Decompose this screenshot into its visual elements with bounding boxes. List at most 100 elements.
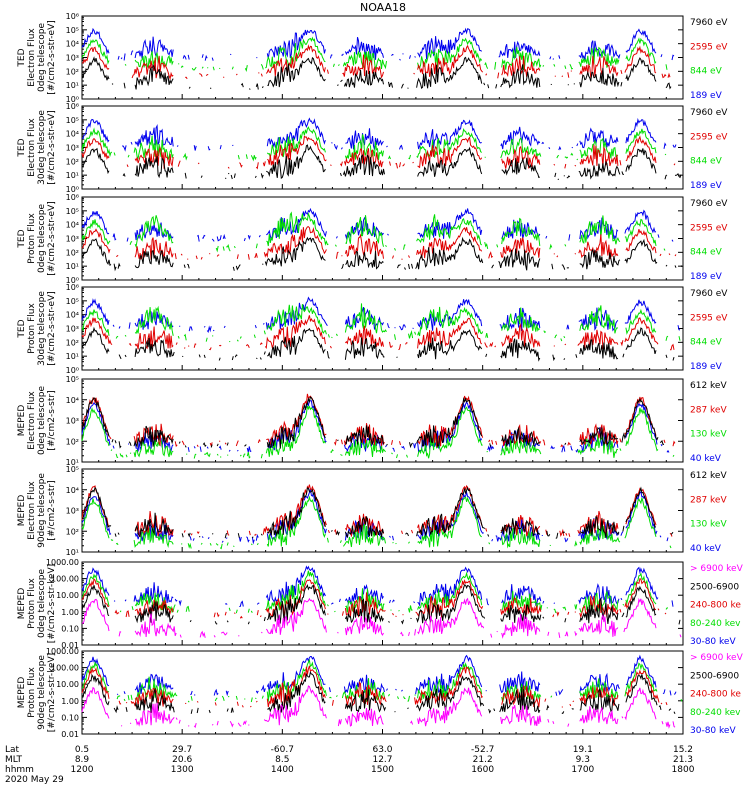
y-tick-label: 10³: [66, 325, 79, 334]
legend-entry: 844 eV: [690, 157, 723, 167]
y-axis-label-line: Proton Flux: [27, 303, 37, 354]
y-axis-label-line: TED: [17, 48, 27, 67]
legend-entry: 2595 eV: [690, 223, 728, 233]
y-axis-label-line: Electron Flux: [27, 481, 37, 540]
legend-entry: 240-800 ke: [690, 690, 741, 700]
y-axis-label-line: 0deg telescope: [37, 204, 47, 274]
series-trace-black: [82, 488, 682, 539]
y-axis-label-line: TED: [17, 229, 27, 248]
y-axis-label-line: 0deg telescope: [37, 23, 47, 93]
panel-3: 10⁰ 10¹ 10² 10³ 10⁴ 10⁵ 10⁶ TED Proton Flux 0deg …: [17, 193, 728, 285]
legend-entry: 7960 eV: [690, 289, 728, 299]
series-trace-blue: [81, 565, 674, 607]
footer-lat-value: 15.2: [673, 745, 693, 755]
legend-entry: > 6900 keV: [690, 564, 744, 574]
y-tick-label: 10⁴: [66, 221, 79, 230]
y-tick-label: 0.10: [61, 624, 79, 633]
y-tick-label: 0.10: [61, 713, 79, 722]
footer-lat-value: 29.7: [172, 745, 192, 755]
panel-4: 10⁰ 10¹ 10² 10³ 10⁴ 10⁵ 10⁶ TED Proton Flux 30deg…: [17, 283, 728, 375]
y-tick-label: 10⁶: [66, 193, 79, 202]
footer-mlt-value: 9.3: [576, 755, 590, 765]
y-tick-label: 10²: [66, 437, 79, 446]
y-axis-label: TED Proton Flux 0deg telescope [#/cm2-s-str…: [17, 201, 57, 276]
series-trace-green: [81, 658, 683, 703]
series-trace-black: [81, 144, 682, 180]
y-axis-label-line: [#/cm2-s-str-keV]: [47, 653, 57, 732]
series-trace-green: [82, 571, 675, 613]
y-axis-label-line: [#/cm2-s-str-keV]: [47, 564, 57, 643]
y-axis-label-line: 0deg telescope: [37, 569, 47, 639]
footer-lat-value: 0.5: [75, 745, 89, 755]
legend-entry: 130 keV: [690, 520, 727, 530]
panel-1: 10⁰ 10¹ 10² 10³ 10⁴ 10⁵ 10⁶ TED Electron Flux 0de…: [17, 12, 728, 104]
y-tick-label: 10⁶: [66, 102, 79, 111]
footer-mlt-value: 21.3: [673, 755, 693, 765]
y-tick-label: 10¹: [66, 262, 79, 271]
y-tick-label: 10.00: [56, 591, 79, 600]
legend-entry: 7960 eV: [690, 108, 728, 118]
y-axis-label: TED Electron Flux 30deg telescope [#/cm2-s-…: [17, 110, 57, 185]
y-axis-label: MEPED Proton Flux 0deg telescope [#/cm2-s-s…: [17, 564, 57, 643]
y-axis-label-line: Electron Flux: [27, 28, 37, 87]
footer-row-label: MLT: [5, 755, 23, 765]
legend-entry: 7960 eV: [690, 199, 728, 209]
footer-row-label: Lat: [5, 745, 20, 755]
legend-entry: 2500-6900: [690, 582, 739, 592]
y-tick-label: 10⁵: [66, 465, 79, 474]
y-axis-label-line: 90deg telescope: [37, 655, 47, 730]
footer-hhmm-value: 1600: [471, 765, 494, 775]
legend-entry: 80-240 kev: [690, 708, 741, 718]
legend-entry: 287 keV: [690, 495, 727, 505]
y-axis-label: TED Electron Flux 0deg telescope [#/cm2-s-s…: [17, 20, 57, 95]
y-axis-label-line: Proton Flux: [27, 667, 37, 718]
footer-lat-value: 19.1: [573, 745, 593, 755]
footer-mlt-value: 8.9: [75, 755, 90, 765]
y-tick-label: 10²: [66, 338, 79, 347]
footer-mlt-value: 21.2: [473, 755, 493, 765]
y-axis-label: MEPED Electron Flux 90deg telescope [#/cm2-…: [17, 473, 57, 548]
y-tick-label: 10²: [66, 248, 79, 257]
legend-entry: 189 eV: [690, 91, 723, 101]
footer-row-label: hhmm: [5, 765, 34, 775]
y-tick-label: 10⁶: [66, 12, 79, 21]
y-axis-label-line: Electron Flux: [27, 118, 37, 177]
series-trace-green: [82, 497, 682, 548]
y-tick-label: 10³: [66, 507, 79, 516]
y-tick-label: 10¹: [66, 352, 79, 361]
y-tick-label: 10¹: [66, 171, 79, 180]
footer-hhmm-value: 1500: [371, 765, 394, 775]
y-tick-label: 10.00: [56, 680, 79, 689]
legend-entry: 189 eV: [690, 362, 723, 372]
legend-entry: 2500-6900: [690, 671, 739, 681]
y-tick-label: 10⁵: [66, 297, 79, 306]
footer-mlt-value: 12.7: [372, 755, 392, 765]
legend-entry: 287 keV: [690, 405, 727, 415]
y-axis-label-line: 0deg telescope: [37, 386, 47, 456]
plot-title: NOAA18: [360, 1, 406, 14]
footer-lat-value: -52.7: [471, 745, 494, 755]
y-axis-label-line: MEPED: [17, 495, 27, 527]
y-tick-label: 10¹: [66, 81, 79, 90]
y-axis-label-line: MEPED: [17, 677, 27, 709]
y-axis-label-line: [#/cm2-s-str]: [47, 390, 57, 450]
y-tick-label: 1.00: [61, 697, 79, 706]
legend-entry: 2595 eV: [690, 132, 728, 142]
y-tick-label: 10⁰: [66, 366, 79, 375]
footer-hhmm-value: 1300: [171, 765, 194, 775]
y-tick-label: 100.00: [51, 664, 79, 673]
y-tick-label: 100.00: [51, 575, 79, 584]
y-axis-label-line: [#/cm2-s-str-eV]: [47, 20, 57, 95]
legend-entry: 844 eV: [690, 338, 723, 348]
y-axis-label-line: MEPED: [17, 588, 27, 620]
y-tick-label: 10⁴: [66, 486, 79, 495]
y-axis-label: MEPED Electron Flux 0deg telescope [#/cm2-s…: [17, 386, 57, 456]
footer-mlt-value: 20.6: [172, 755, 192, 765]
legend-entry: 40 keV: [690, 544, 722, 554]
legend-entry: 189 eV: [690, 272, 723, 282]
legend-entry: 189 eV: [690, 181, 723, 191]
y-tick-label: 10⁵: [66, 207, 79, 216]
